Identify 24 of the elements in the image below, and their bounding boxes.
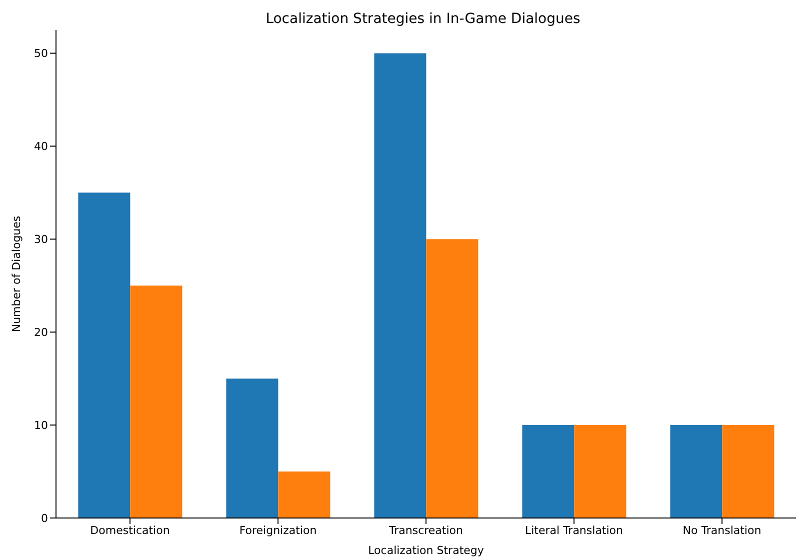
bar — [522, 425, 574, 518]
bar — [670, 425, 722, 518]
x-tick-label: Transcreation — [388, 524, 464, 537]
bar — [130, 286, 182, 518]
bar — [426, 239, 478, 518]
y-tick-label: 30 — [34, 233, 48, 246]
bar — [278, 472, 330, 518]
bar — [374, 53, 426, 518]
x-tick-label: Domestication — [90, 524, 170, 537]
y-tick-label: 40 — [34, 140, 48, 154]
y-tick-label: 0 — [41, 512, 48, 525]
x-tick-label: Foreignization — [239, 524, 317, 537]
bar — [574, 425, 626, 518]
y-tick-label: 20 — [34, 326, 48, 339]
y-axis-title: Number of Dialogues — [10, 216, 23, 332]
y-tick-label: 50 — [34, 47, 48, 60]
bar — [78, 192, 130, 518]
x-tick-label: No Translation — [682, 524, 762, 537]
x-tick-label: Literal Translation — [524, 524, 624, 537]
bar — [722, 425, 774, 518]
x-axis-title: Localization Strategy — [368, 544, 484, 557]
chart-title: Localization Strategies in In-Game Dialogues — [264, 10, 582, 29]
y-tick-label: 10 — [34, 418, 48, 432]
bar — [226, 378, 278, 518]
